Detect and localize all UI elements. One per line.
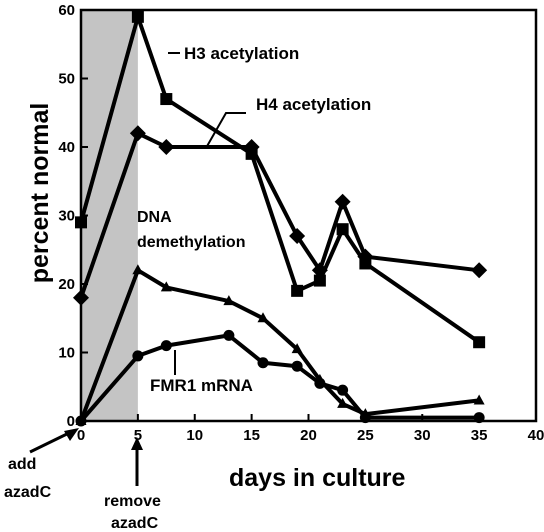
- data-point-h4-acetylation: [471, 262, 488, 279]
- data-point-h3-acetylation: [160, 93, 173, 106]
- data-point-dna-demethylation: [257, 312, 269, 323]
- series-label-dna-line1: DNA: [137, 209, 172, 226]
- add-label-line2: azadC: [4, 484, 52, 501]
- x-tick-label: 35: [471, 427, 488, 444]
- axis-ticks: 0 5 10 15 20 25 30 35 40 0 10 20 30 40 50 60: [58, 2, 544, 444]
- data-point-dna-demethylation: [291, 343, 303, 354]
- data-point-h4-acetylation: [357, 248, 374, 265]
- data-point-dna-demethylation: [473, 394, 485, 405]
- y-tick-label: 40: [58, 139, 75, 156]
- x-tick-label: 40: [528, 427, 544, 444]
- x-tick-label: 5: [134, 427, 142, 444]
- series-line-dna-demethylation: [79, 268, 480, 422]
- data-point-fmr1-mrna: [337, 384, 349, 396]
- series-label-h3: H3 acetylation: [184, 44, 299, 63]
- series-label-dna-line2: demethylation: [137, 234, 245, 251]
- x-axis-label: days in culture: [229, 464, 406, 492]
- h4-label-pointer: [205, 112, 246, 149]
- y-tick-label: 0: [67, 413, 75, 430]
- data-point-fmr1-mrna: [132, 350, 144, 362]
- data-point-h3-acetylation: [75, 216, 87, 229]
- x-tick-label: 20: [300, 427, 317, 444]
- data-point-h3-acetylation: [131, 10, 144, 23]
- data-point-fmr1-mrna: [359, 412, 371, 424]
- data-point-h3-acetylation: [291, 284, 304, 297]
- data-point-dna-demethylation: [223, 295, 235, 306]
- data-point-dna-demethylation: [337, 397, 349, 408]
- y-tick-label: 10: [58, 345, 75, 362]
- data-point-h4-acetylation: [158, 139, 175, 155]
- data-point-fmr1-mrna: [257, 357, 269, 369]
- series-line-h3-acetylation: [79, 14, 481, 344]
- x-tick-label: 0: [77, 427, 85, 444]
- y-tick-label: 50: [58, 71, 75, 88]
- data-point-h4-acetylation: [334, 193, 351, 210]
- add-arrow-head: [64, 428, 79, 441]
- data-point-fmr1-mrna: [223, 329, 235, 341]
- x-tick-label: 30: [414, 427, 431, 444]
- data-point-fmr1-mrna: [160, 340, 172, 352]
- x-tick-label: 15: [243, 427, 260, 444]
- data-point-h3-acetylation: [313, 274, 326, 287]
- remove-arrow-head: [131, 437, 143, 450]
- y-tick-label: 60: [58, 2, 75, 19]
- series-label-fmr1: FMR1 mRNA: [150, 376, 253, 395]
- y-axis-label: percent normal: [26, 103, 54, 284]
- x-tick-label: 10: [186, 427, 203, 444]
- data-point-h4-acetylation: [243, 139, 260, 155]
- data-point-h3-acetylation: [473, 336, 486, 349]
- add-label-line1: add: [8, 456, 36, 473]
- data-point-fmr1-mrna: [291, 360, 303, 372]
- series-label-h4: H4 acetylation: [256, 95, 371, 114]
- data-point-h4-acetylation: [289, 228, 306, 245]
- data-point-h3-acetylation: [336, 223, 349, 236]
- remove-label-line2: azadC: [111, 515, 159, 532]
- data-point-fmr1-mrna: [314, 377, 326, 389]
- remove-label-line1: remove: [104, 493, 161, 510]
- data-point-dna-demethylation: [132, 264, 144, 275]
- data-point-h4-acetylation: [311, 262, 328, 279]
- data-point-h4-acetylation: [129, 125, 146, 142]
- data-point-fmr1-mrna: [473, 412, 485, 424]
- series-line-fmr1-mrna: [79, 333, 480, 423]
- data-point-fmr1-mrna: [75, 415, 87, 427]
- x-tick-label: 25: [357, 427, 374, 444]
- data-point-h4-acetylation: [73, 289, 89, 306]
- data-point-dna-demethylation: [160, 281, 172, 292]
- y-tick-label: 30: [58, 208, 75, 225]
- series-markers: [73, 10, 488, 427]
- y-tick-label: 20: [58, 276, 75, 293]
- add-arrow-shaft: [29, 430, 72, 454]
